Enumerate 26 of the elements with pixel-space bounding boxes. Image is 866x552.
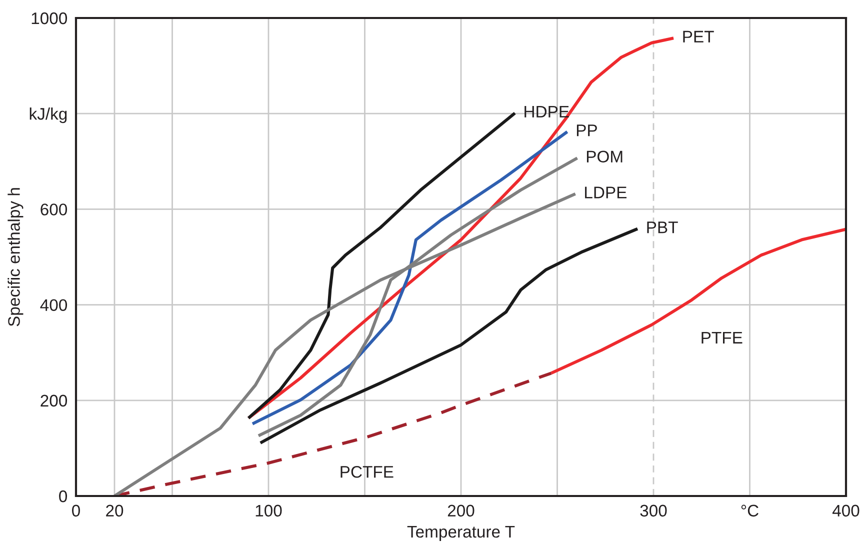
series-label: PBT [647, 222, 678, 234]
line-series [246, 112, 516, 420]
x-tick-label: °C [741, 504, 758, 517]
series-label: PCTFE [340, 466, 394, 478]
y-axis-title: Specific enthalpy h [8, 188, 24, 326]
x-axis-title: Temperature T [407, 526, 515, 541]
y-tick-label: 600 [40, 204, 68, 216]
line-series [250, 130, 569, 426]
series-label: POM [586, 150, 622, 163]
y-tick-label: 0 [59, 490, 68, 502]
x-tick-label: 20 [106, 504, 124, 517]
x-tick-label: 300 [640, 504, 667, 517]
y-tick-label: 1000 [32, 12, 68, 24]
x-tick-label: 100 [256, 504, 282, 517]
x-tick-label: 400 [832, 504, 860, 517]
x-tick-label: 200 [448, 504, 474, 517]
y-tick-label: kJ/kg [30, 108, 67, 124]
line-series [258, 227, 640, 444]
series-label: LDPE [585, 186, 626, 198]
x-tick-label: 0 [72, 504, 80, 517]
series-label: PTFE [702, 332, 742, 344]
y-tick-label: 200 [40, 394, 68, 407]
series-label: HDPE [524, 106, 569, 118]
series-label: PP [576, 124, 597, 136]
y-tick-label: 400 [40, 299, 68, 312]
series-label: PET [683, 30, 714, 42]
